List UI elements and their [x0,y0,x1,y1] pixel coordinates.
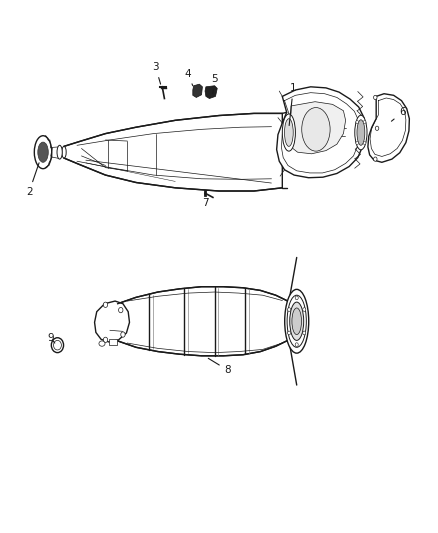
Ellipse shape [103,337,108,343]
Text: 4: 4 [184,69,193,86]
Ellipse shape [99,341,105,346]
Ellipse shape [34,136,52,168]
Ellipse shape [295,296,298,300]
Ellipse shape [288,308,291,311]
Ellipse shape [53,341,61,350]
Ellipse shape [356,120,359,124]
Text: 1: 1 [289,83,297,125]
Text: 7: 7 [202,193,208,208]
Ellipse shape [285,119,293,147]
Ellipse shape [290,302,304,341]
Polygon shape [286,102,346,154]
Text: 3: 3 [152,62,161,84]
Polygon shape [205,86,217,99]
Ellipse shape [288,331,291,335]
Ellipse shape [62,147,66,158]
Polygon shape [277,87,365,177]
Text: 5: 5 [211,75,218,94]
Ellipse shape [375,126,379,131]
Ellipse shape [51,338,64,353]
Ellipse shape [374,95,377,100]
Text: 8: 8 [208,358,231,375]
Ellipse shape [121,332,125,337]
Ellipse shape [374,157,377,161]
Polygon shape [95,301,130,342]
Text: 6: 6 [392,107,406,121]
Polygon shape [193,84,202,98]
Ellipse shape [285,289,309,353]
Ellipse shape [356,141,359,144]
Text: 2: 2 [26,163,39,197]
Ellipse shape [303,331,306,335]
Ellipse shape [57,146,62,159]
Bar [109,339,117,345]
Ellipse shape [103,302,108,308]
Ellipse shape [363,141,366,144]
Ellipse shape [295,343,298,346]
Ellipse shape [303,308,306,311]
Polygon shape [118,287,289,356]
Polygon shape [64,114,283,191]
Ellipse shape [283,114,295,151]
Ellipse shape [363,120,366,124]
Ellipse shape [38,142,48,163]
Text: 9: 9 [48,333,55,343]
Ellipse shape [292,308,301,335]
Ellipse shape [287,295,306,348]
Ellipse shape [355,115,367,150]
Ellipse shape [119,308,123,313]
Ellipse shape [357,120,365,146]
Ellipse shape [302,108,330,151]
Polygon shape [368,94,410,163]
